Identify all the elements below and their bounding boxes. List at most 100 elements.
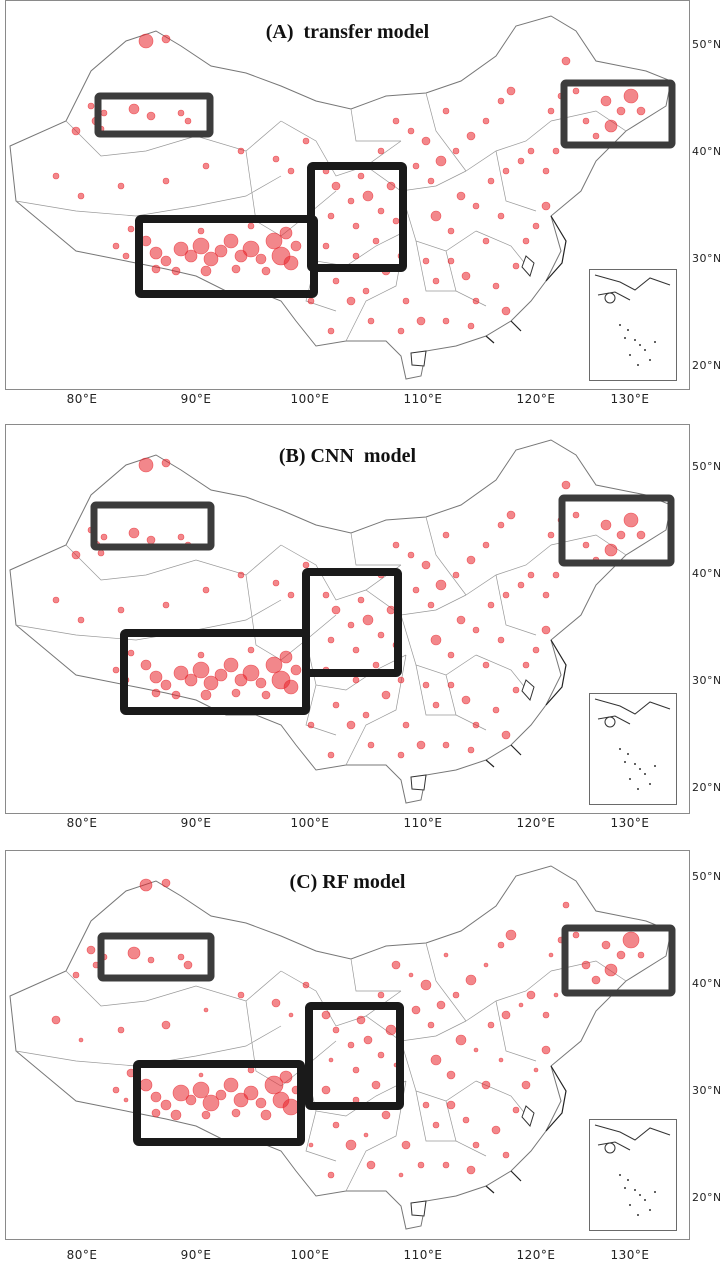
station-dot xyxy=(452,991,460,999)
inset-islet xyxy=(649,783,651,785)
station-dot xyxy=(432,1121,440,1129)
station-dot xyxy=(442,107,450,115)
station-dot xyxy=(200,265,212,277)
country-outline xyxy=(9,15,672,380)
station-dot xyxy=(173,241,189,257)
panel-title: (A) transfer model xyxy=(265,21,430,43)
station-dot xyxy=(397,327,405,335)
station-dot xyxy=(392,117,400,125)
province-border xyxy=(350,108,401,142)
station-dot xyxy=(321,1085,331,1095)
station-dot xyxy=(214,244,228,258)
station-dot xyxy=(332,1121,340,1129)
station-dot xyxy=(86,945,96,955)
station-dot xyxy=(362,287,370,295)
station-dot xyxy=(472,721,480,729)
station-dot xyxy=(201,1110,211,1120)
inset-map-svg xyxy=(594,698,671,790)
station-dot xyxy=(363,1035,373,1045)
station-dot xyxy=(331,181,341,191)
station-dot xyxy=(184,249,198,263)
station-dot xyxy=(192,237,210,255)
station-dot xyxy=(472,202,480,210)
station-dot xyxy=(447,681,455,689)
station-dot xyxy=(401,1140,411,1150)
station-dot xyxy=(171,690,181,700)
station-dot xyxy=(331,605,341,615)
station-dot xyxy=(482,117,490,125)
station-dot xyxy=(202,1094,220,1112)
station-dot xyxy=(542,591,550,599)
province-border xyxy=(65,120,282,157)
station-dot xyxy=(402,721,410,729)
station-dot xyxy=(532,222,540,230)
station-dot xyxy=(487,177,495,185)
station-dot xyxy=(391,960,401,970)
station-dot xyxy=(372,661,380,669)
map-panel-b: (B) CNN model 50°N 40°N 30°N 20°N 80°E 9… xyxy=(0,424,720,834)
taiwan-island xyxy=(521,255,535,277)
inset-islet xyxy=(644,1199,646,1201)
province-border xyxy=(415,1090,456,1142)
station-dot xyxy=(367,317,375,325)
station-dot xyxy=(247,646,255,654)
country-outline xyxy=(9,439,672,804)
station-dot xyxy=(637,951,645,959)
inset-map-svg xyxy=(594,274,671,366)
station-dot xyxy=(202,162,210,170)
inset-islet xyxy=(639,768,641,770)
station-dot xyxy=(461,271,471,281)
province-border xyxy=(280,120,402,177)
station-dot xyxy=(223,233,239,249)
station-dot xyxy=(542,1011,550,1019)
station-dot xyxy=(472,626,480,634)
lon-label-100e: 100°E xyxy=(290,392,330,406)
highlight-box xyxy=(305,1002,404,1110)
map-panel-c: (C) RF model 50°N 40°N 30°N 20°N 80°E 90… xyxy=(0,850,720,1262)
station-dot xyxy=(421,560,431,570)
station-dot xyxy=(616,106,626,116)
station-dot xyxy=(572,931,580,939)
station-dot xyxy=(203,251,219,267)
station-dot xyxy=(443,952,449,958)
lon-label-90e: 90°E xyxy=(180,1248,212,1262)
station-dot xyxy=(435,579,447,591)
station-dot xyxy=(161,458,171,468)
station-dot xyxy=(466,1165,476,1175)
inset-islet xyxy=(654,1191,656,1193)
station-dot xyxy=(636,530,646,540)
station-dot xyxy=(51,1015,61,1025)
station-dot xyxy=(347,197,355,205)
station-dot xyxy=(260,1109,272,1121)
lon-label-130e: 130°E xyxy=(610,392,650,406)
province-border xyxy=(495,150,537,212)
province-border xyxy=(465,970,552,1022)
station-dot xyxy=(265,656,283,674)
map-frame: (C) RF model xyxy=(5,850,690,1240)
station-dot xyxy=(481,1080,491,1090)
station-dot xyxy=(582,117,590,125)
station-dot xyxy=(636,106,646,116)
station-dot xyxy=(127,225,135,233)
inset-islet xyxy=(634,339,636,341)
station-dot xyxy=(421,136,431,146)
station-dot xyxy=(430,1054,442,1066)
station-dot xyxy=(147,956,155,964)
station-dot xyxy=(381,1110,391,1120)
station-dot xyxy=(77,616,85,624)
station-dot xyxy=(407,551,415,559)
coastline xyxy=(485,639,567,768)
province-border xyxy=(365,165,467,192)
station-dot xyxy=(386,181,396,191)
inset-islet xyxy=(629,778,631,780)
station-dot xyxy=(127,649,135,657)
station-dot xyxy=(122,252,130,260)
station-dot xyxy=(582,541,590,549)
lon-label-120e: 120°E xyxy=(516,1248,556,1262)
station-dot xyxy=(233,1092,249,1108)
lon-label-100e: 100°E xyxy=(290,1248,330,1262)
station-dot xyxy=(261,690,271,700)
station-dot xyxy=(601,940,611,950)
lat-label-30n: 30°N xyxy=(692,674,720,687)
station-dot xyxy=(327,212,335,220)
